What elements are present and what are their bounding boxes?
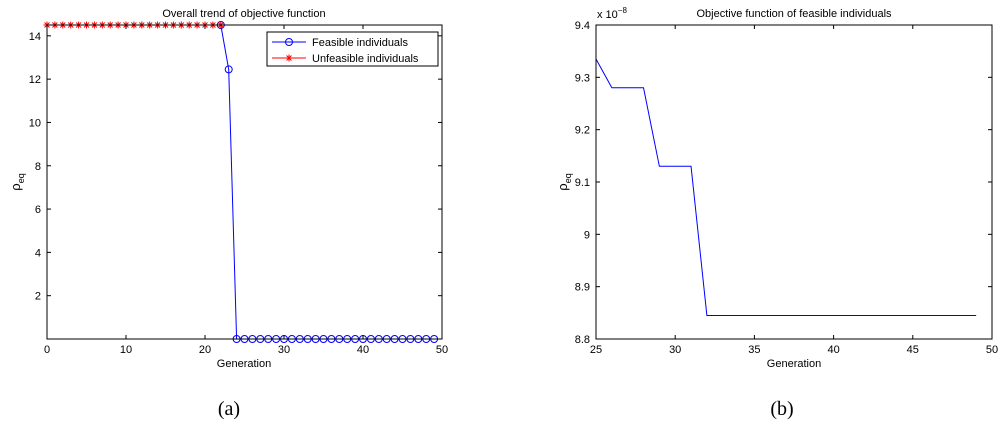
chart-b-title: Objective function of feasible individua… xyxy=(696,8,892,20)
chart-b-xtick-label: 40 xyxy=(827,344,839,356)
chart-b-xtick-label: 25 xyxy=(590,344,602,356)
legend-marker-feasible xyxy=(285,38,293,46)
legend-label-unfeasible: Unfeasible individuals xyxy=(312,53,419,65)
chart-b-ylabel-sub: eq xyxy=(563,173,573,183)
chart-b-ytick-label: 9.4 xyxy=(575,20,590,32)
chart-a-xtick-label: 10 xyxy=(120,344,132,356)
axes-box-a xyxy=(46,24,443,340)
chart-a-ytick-label: 2 xyxy=(35,291,41,303)
svg-text:ρeq: ρeq xyxy=(555,173,573,190)
caption-b: (b) xyxy=(770,398,793,420)
chart-a-ytick-label: 4 xyxy=(35,247,41,259)
caption-a: (a) xyxy=(218,398,240,420)
chart-b-ticks: 25 30 35 40 45 50 8.8 8.9 9 9.1 9.2 9.3 9.4 xyxy=(575,20,998,356)
chart-b-ytick-label: 9.1 xyxy=(575,177,590,189)
chart-a-xtick-label: 0 xyxy=(44,344,50,356)
chart-b-marks xyxy=(595,58,977,316)
chart-a-xtick-label: 20 xyxy=(199,344,211,356)
y-exponent-base: x 10 xyxy=(597,9,618,21)
chart-a-xtick-label: 50 xyxy=(436,344,448,356)
chart-a-ytick-label: 8 xyxy=(35,161,41,173)
panel-b: 25 30 35 40 45 50 8.8 8.9 9 9.1 9.2 9.3 9.4 Objectiv… xyxy=(555,6,998,420)
chart-a-legend: Feasible individuals Unfeasible individu… xyxy=(266,31,439,67)
chart-a-ylabel-main: ρ xyxy=(8,183,23,190)
chart-b-xtick-label: 45 xyxy=(907,344,919,356)
plot-area-b xyxy=(596,25,992,339)
chart-b-ylabel: ρeq xyxy=(555,173,573,190)
svg-text:ρeq: ρeq xyxy=(8,173,26,190)
chart-a-ylabel: ρeq xyxy=(8,173,26,190)
legend-marker-unfeasible xyxy=(285,54,293,62)
chart-a-ytick-label: 6 xyxy=(35,204,41,216)
chart-a-xtick-label: 30 xyxy=(278,344,290,356)
chart-b-ylabel-main: ρ xyxy=(555,183,570,190)
chart-a-ticks: 0 10 20 30 40 50 2 4 6 8 10 12 14 xyxy=(29,25,448,356)
plot-area-a xyxy=(47,25,442,339)
chart-b-xtick-label: 35 xyxy=(748,344,760,356)
chart-b-ytick-label: 8.9 xyxy=(575,282,590,294)
chart-a-xtick-label: 40 xyxy=(357,344,369,356)
chart-a-ytick-label: 12 xyxy=(29,74,41,86)
chart-b-y-exponent: x 10−8 xyxy=(597,6,627,21)
chart-b-xlabel: Generation xyxy=(767,358,821,370)
legend-label-feasible: Feasible individuals xyxy=(312,37,408,49)
chart-b-ytick-label: 9 xyxy=(584,229,590,241)
chart-b-series-line-0 xyxy=(595,58,977,316)
chart-a-ytick-label: 10 xyxy=(29,117,41,129)
panel-a: 0 10 20 30 40 50 2 4 6 8 10 12 14 Overall trend of o… xyxy=(8,8,448,420)
chart-a-point-feasible xyxy=(224,65,233,74)
chart-b-ytick-label: 9.3 xyxy=(575,72,590,84)
legend-box xyxy=(266,31,439,67)
chart-a-xlabel: Generation xyxy=(217,358,271,370)
chart-b-xtick-label: 30 xyxy=(669,344,681,356)
chart-a-ytick-label: 14 xyxy=(29,31,41,43)
chart-b-ytick-label: 9.2 xyxy=(575,125,590,137)
chart-a-title: Overall trend of objective function xyxy=(162,8,325,20)
chart-a-ylabel-sub: eq xyxy=(16,173,26,183)
y-exponent-power: −8 xyxy=(618,6,628,15)
chart-b-xtick-label: 50 xyxy=(986,344,998,356)
chart-b-ytick-label: 8.8 xyxy=(575,334,590,346)
legend-star-glyph xyxy=(285,54,293,62)
